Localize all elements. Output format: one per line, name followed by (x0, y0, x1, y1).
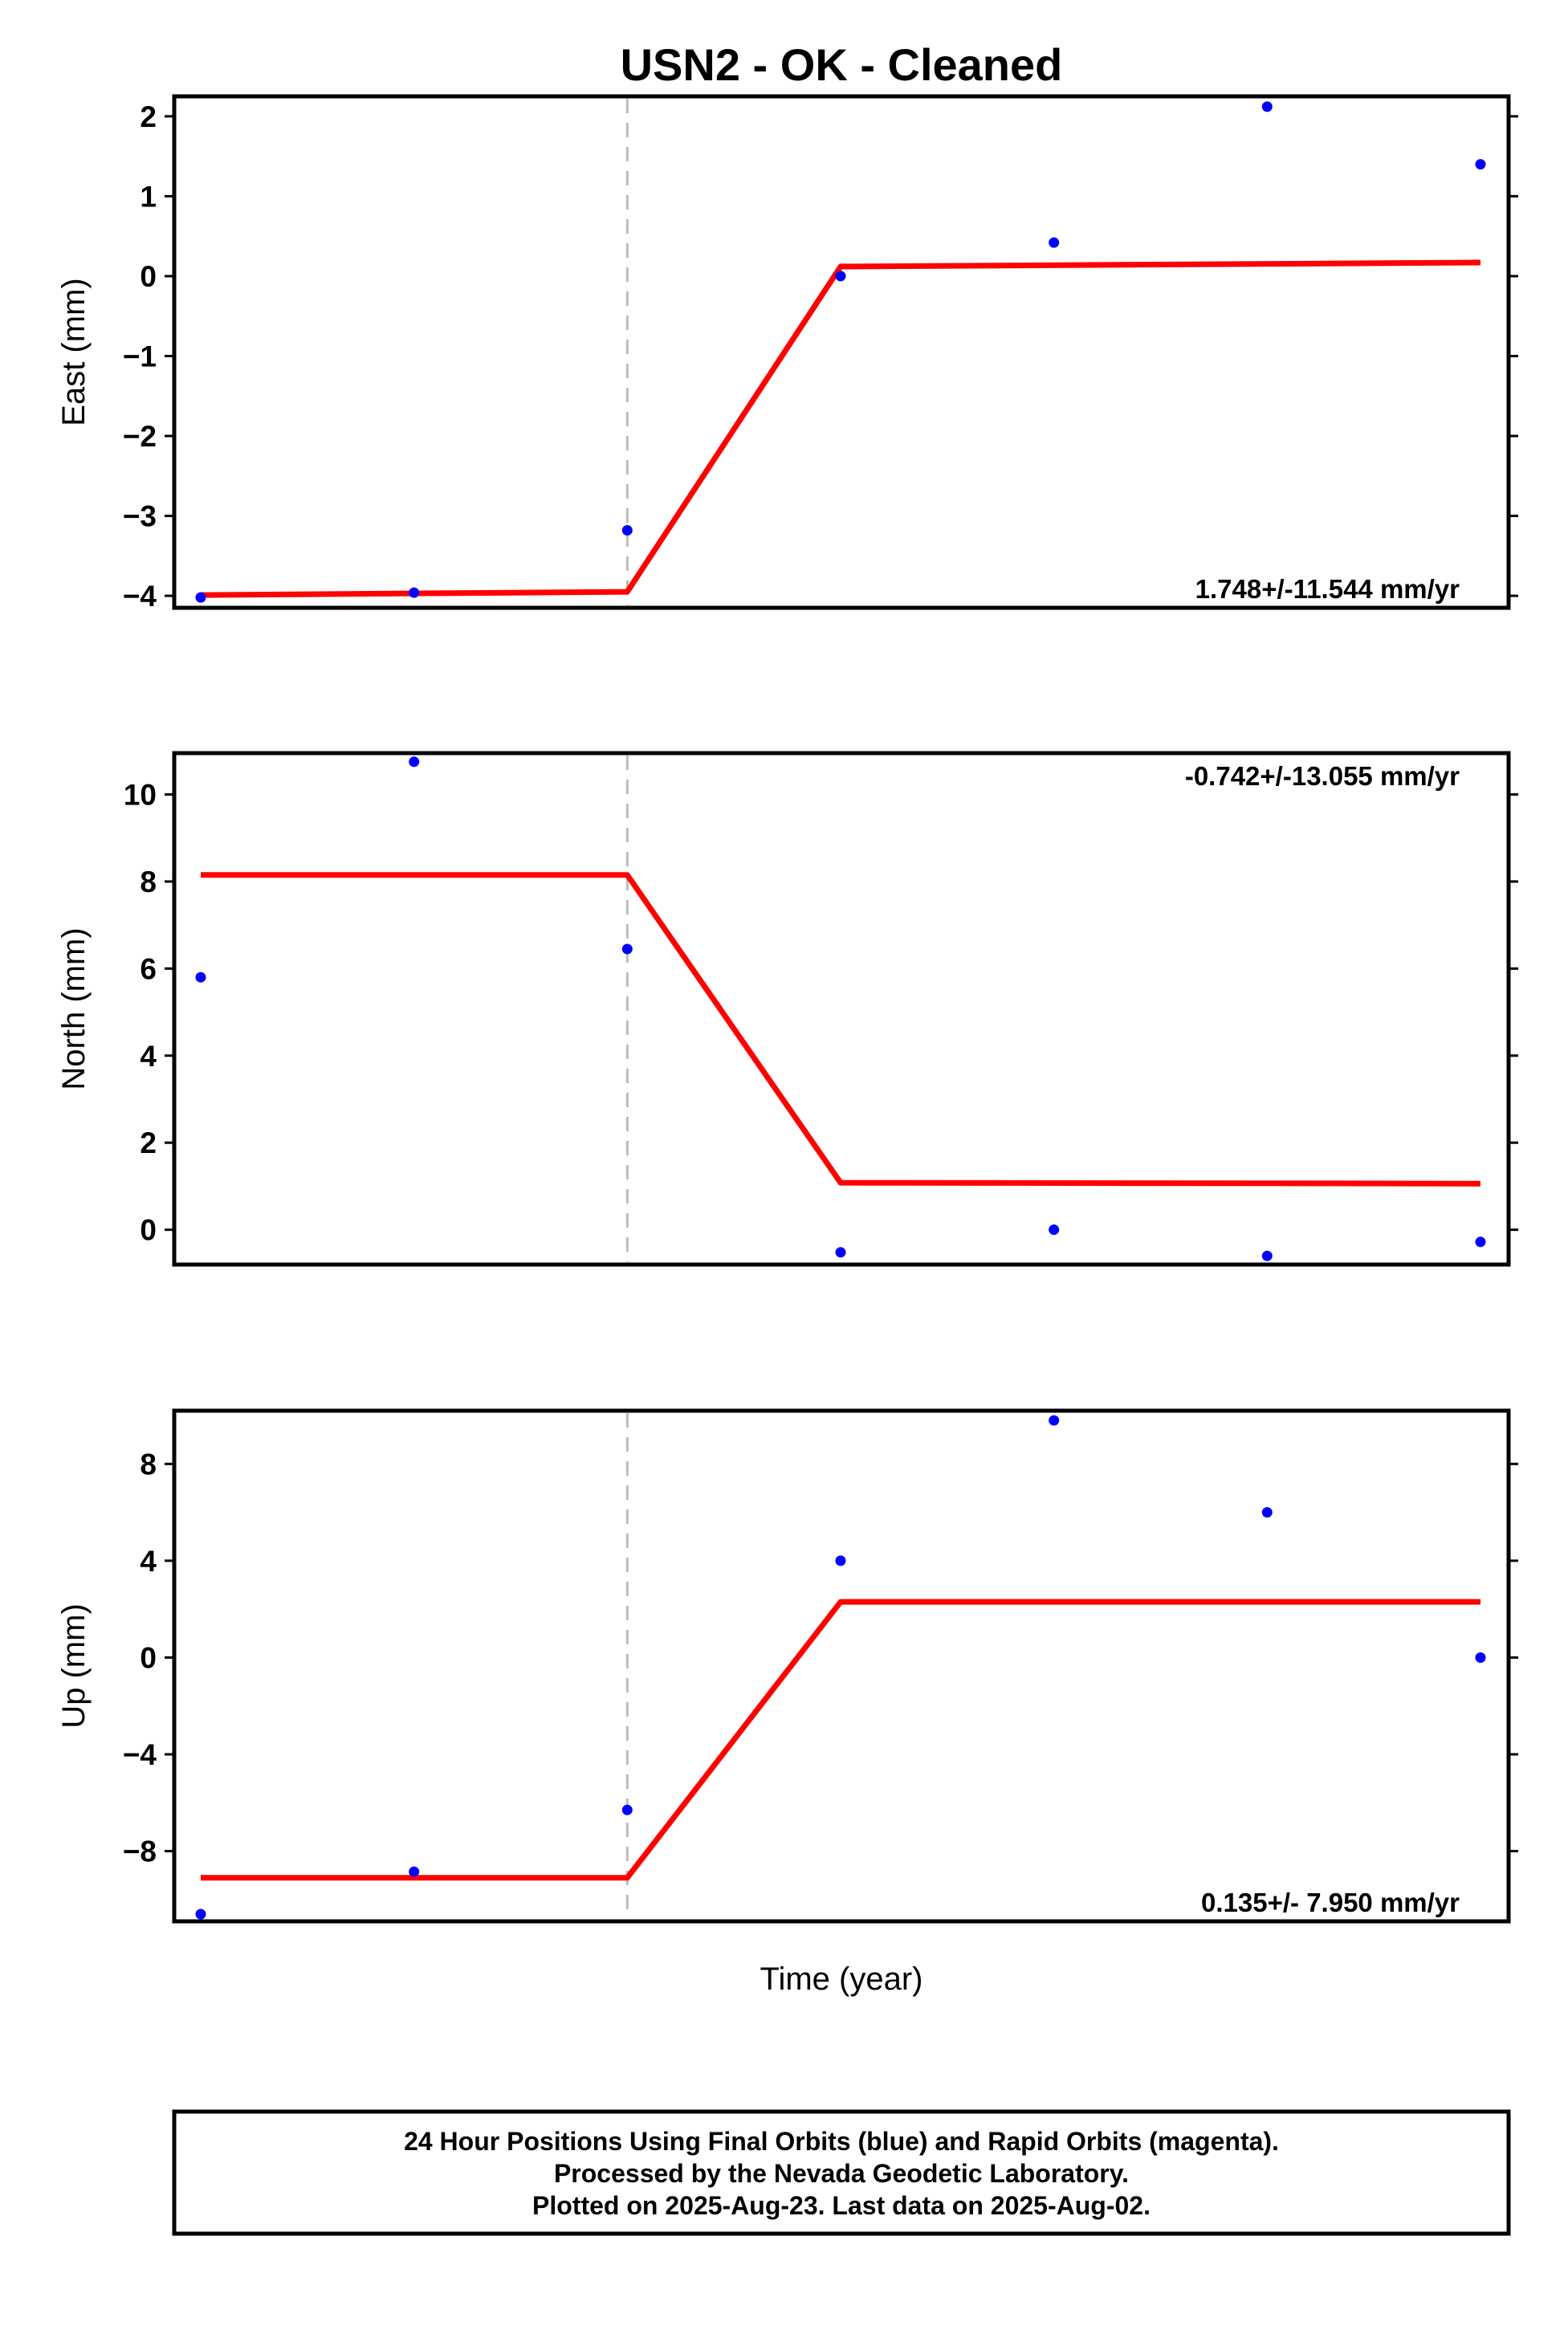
north-panel: 10 8 6 4 2 0 North (mm) -0.742+/-13.055 mm/yr (56, 751, 1518, 1267)
up-data-point (409, 1866, 420, 1877)
up-y-tick-label: 8 (140, 1448, 157, 1481)
up-plot-frame (172, 1408, 1511, 1924)
caption-line-1: 24 Hour Positions Using Final Orbits (bl… (404, 2127, 1279, 2156)
north-y-tick-label: 4 (140, 1040, 157, 1073)
north-y-tick-label: 6 (140, 952, 157, 985)
north-rate-label: -0.742+/-13.055 mm/yr (1185, 761, 1460, 791)
up-data-point (1049, 1415, 1060, 1426)
east-data-point (835, 271, 846, 282)
north-data-point (409, 756, 420, 768)
up-data-point (1475, 1652, 1486, 1663)
north-y-axis-label: North (mm) (56, 927, 92, 1090)
east-data-point (409, 587, 420, 598)
caption-frame (172, 2109, 1511, 2236)
up-data-point (835, 1555, 846, 1566)
east-plot-frame (172, 94, 1511, 610)
up-y-tick-label: 0 (140, 1641, 157, 1674)
up-fit-line (201, 1599, 1480, 1881)
up-rate-label: 0.135+/- 7.950 mm/yr (1201, 1888, 1460, 1917)
east-y-tick-label: 1 (140, 180, 157, 213)
up-data-point (195, 1908, 206, 1920)
east-y-axis-label: East (mm) (56, 278, 92, 426)
north-plot-frame (172, 751, 1511, 1267)
up-y-axis-label: Up (mm) (56, 1603, 92, 1729)
caption-box: 24 Hour Positions Using Final Orbits (bl… (172, 2109, 1511, 2236)
east-y-tick-label: −3 (123, 500, 157, 533)
up-data-point (621, 1804, 633, 1815)
caption-line-3: Plotted on 2025-Aug-23. Last data on 202… (532, 2191, 1151, 2220)
east-rate-label: 1.748+/-11.544 mm/yr (1195, 574, 1460, 604)
east-y-tick-label: −1 (123, 340, 157, 373)
up-panel: 8 4 0 −4 −8 Up (mm) 0.135+/- 7.950 mm/yr (56, 1408, 1518, 1924)
east-y-tick-label: 2 (140, 100, 157, 133)
east-y-tick-label: 0 (140, 260, 157, 293)
east-y-tick-label: −2 (123, 420, 157, 453)
up-y-tick-label: −8 (123, 1835, 157, 1868)
north-data-point (1049, 1224, 1060, 1236)
north-y-tick-label: 0 (140, 1214, 157, 1247)
north-y-tick-label: 2 (140, 1126, 157, 1159)
figure-title: USN2 - OK - Cleaned (621, 39, 1063, 90)
north-fit-line (201, 872, 1481, 1187)
up-data-point (1261, 1507, 1273, 1518)
north-y-tick-label: 10 (124, 779, 157, 812)
east-y-tick-label: −4 (123, 580, 157, 613)
east-data-point (195, 592, 206, 603)
north-data-point (621, 943, 633, 955)
east-data-point (1475, 159, 1486, 170)
east-data-point (621, 525, 633, 536)
north-data-point (835, 1247, 846, 1258)
east-panel: 2 1 0 −1 −2 −3 −4 East (mm) 1.748+/-11.544 mm/yr (56, 94, 1518, 613)
north-data-point (1261, 1250, 1273, 1261)
north-y-tick-label: 8 (140, 866, 157, 898)
east-data-point (1049, 237, 1060, 248)
north-data-point (195, 972, 206, 983)
x-axis-label: Time (year) (760, 1961, 923, 1997)
east-data-point (1261, 101, 1273, 112)
up-y-tick-label: 4 (140, 1545, 157, 1578)
north-data-point (1475, 1236, 1486, 1248)
east-fit-line (200, 259, 1481, 598)
up-y-tick-label: −4 (123, 1738, 157, 1771)
caption-line-2: Processed by the Nevada Geodetic Laborat… (554, 2159, 1129, 2188)
